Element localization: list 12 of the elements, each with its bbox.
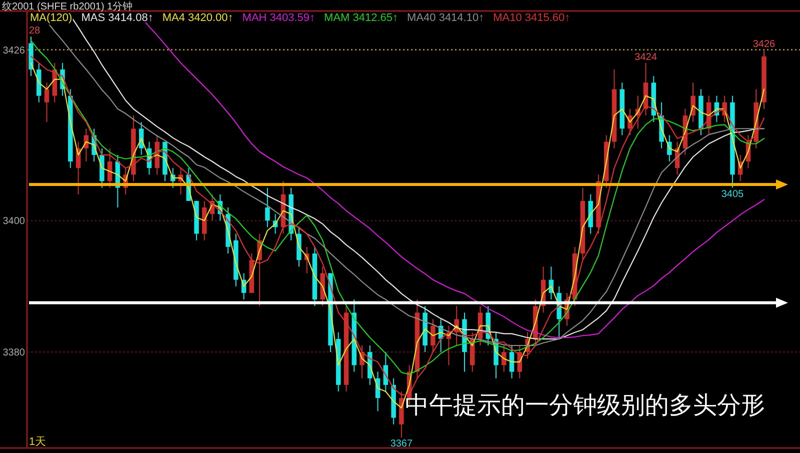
- annotation: 3405: [721, 188, 744, 200]
- annotation: 中午提示的一分钟级别的多头分形: [405, 392, 765, 419]
- annotation: 3424: [634, 52, 657, 63]
- annotation: 1天: [29, 436, 46, 448]
- chart-title: 纹2001 (SHFE rb2001) 1分钟: [2, 2, 133, 12]
- legend: MA(120) MAS 3414.08↑ MA4 3420.00↑ MAH 3403.59↑ MAM 3412.65↑ MA40 3414.10↑ MA10 3415.60↑: [30, 12, 570, 24]
- annotation: 3426: [752, 38, 776, 50]
- y-tick-label: 3380: [2, 348, 25, 359]
- y-tick-label: 3426: [2, 45, 25, 56]
- y-tick-label: 3400: [2, 216, 25, 228]
- annotation: 3367: [390, 438, 413, 450]
- annotation: 28: [29, 26, 40, 37]
